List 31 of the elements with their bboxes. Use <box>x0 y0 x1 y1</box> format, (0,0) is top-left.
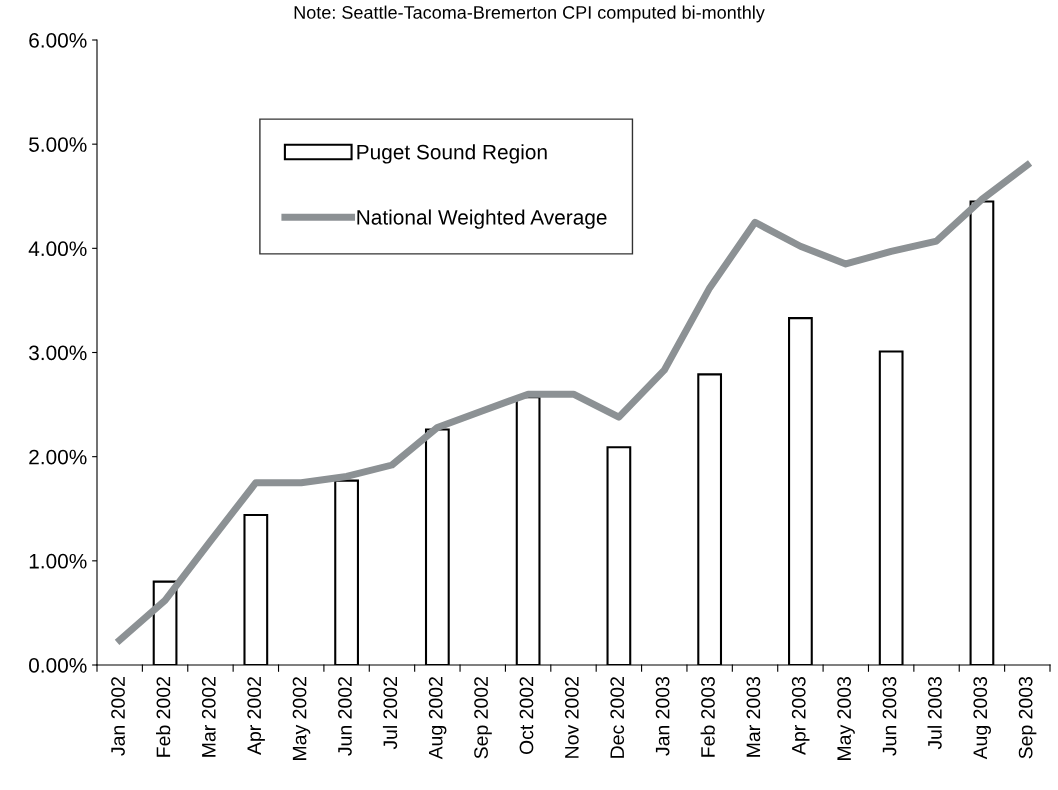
y-tick-label: 5.00% <box>29 137 87 152</box>
x-tick-label: Mar 2003 <box>746 676 761 757</box>
x-tick-label: Jul 2002 <box>382 677 398 750</box>
x-tick-label: Mar 2002 <box>201 677 216 757</box>
x-tick-label: Oct 2002 <box>519 677 534 755</box>
x-tick-label: Jun 2003 <box>882 676 897 756</box>
x-tick-label: Jul 2003 <box>927 676 942 750</box>
y-tick-label: 6.00% <box>29 33 87 48</box>
x-tick-label: Jun 2002 <box>338 677 352 756</box>
x-tick-label: Feb 2002 <box>156 677 171 757</box>
x-tick-label: May 2002 <box>292 677 311 760</box>
chart-title: Note: Seattle-Tacoma-Bremerton CPI computed bi-monthly <box>294 5 765 23</box>
y-tick-label: 0.00% <box>29 658 87 673</box>
x-tick-label: Dec 2002 <box>610 677 625 758</box>
legend-label: National Weighted Average <box>357 209 607 229</box>
x-tick-label: Sep 2002 <box>474 677 492 759</box>
x-tick-label: Sep 2003 <box>1018 676 1037 759</box>
y-tick-label: 1.00% <box>29 553 87 569</box>
y-tick-label: 2.00% <box>29 449 87 465</box>
x-tick-label: May 2003 <box>837 676 855 760</box>
x-tick-label: Feb 2003 <box>700 676 715 757</box>
x-tick-label: Aug 2003 <box>973 676 991 760</box>
x-tick-label: Jan 2003 <box>655 676 670 756</box>
x-tick-label: Nov 2002 <box>564 677 579 758</box>
legend-label: Puget Sound Region <box>357 144 547 164</box>
x-tick-label: Aug 2002 <box>428 677 447 760</box>
x-tick-label: Apr 2002 <box>247 677 265 755</box>
y-tick-label: 3.00% <box>29 345 87 361</box>
x-tick-label: Apr 2003 <box>791 676 810 755</box>
y-tick-label: 4.00% <box>28 241 87 257</box>
x-tick-label: Jan 2002 <box>111 677 125 756</box>
